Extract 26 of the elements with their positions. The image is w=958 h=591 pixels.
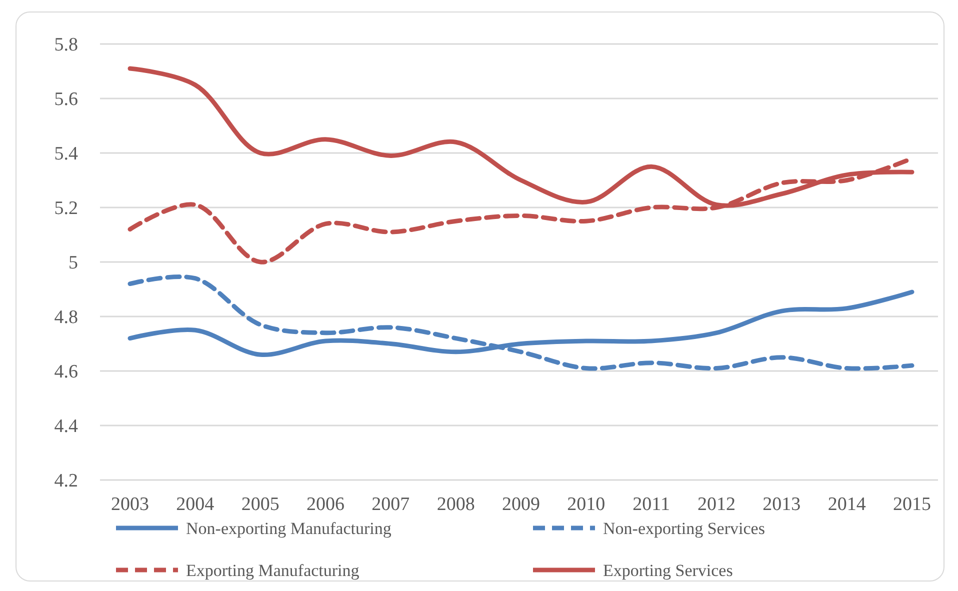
x-tick-label: 2014 bbox=[828, 494, 866, 515]
y-tick-label: 5.6 bbox=[54, 89, 78, 110]
legend-label: Non-exporting Manufacturing bbox=[186, 518, 392, 538]
x-tick-label: 2008 bbox=[436, 494, 475, 515]
legend-label: Non-exporting Services bbox=[603, 518, 765, 538]
x-tick-label: 2011 bbox=[632, 494, 670, 515]
x-tick-label: 2003 bbox=[111, 494, 149, 515]
x-tick-label: 2006 bbox=[306, 494, 344, 515]
x-tick-label: 2012 bbox=[698, 494, 736, 515]
y-tick-label: 5.2 bbox=[54, 198, 78, 220]
y-tick-label: 4.8 bbox=[54, 307, 78, 328]
x-tick-label: 2009 bbox=[502, 494, 540, 515]
legend-label: Exporting Manufacturing bbox=[186, 560, 360, 580]
x-tick-label: 2010 bbox=[567, 494, 606, 515]
x-tick-label: 2013 bbox=[762, 494, 801, 515]
x-tick-label: 2005 bbox=[241, 494, 280, 515]
x-tick-label: 2004 bbox=[176, 494, 215, 515]
y-tick-label: 5.8 bbox=[54, 34, 78, 56]
y-tick-label: 4.4 bbox=[54, 416, 78, 438]
y-tick-label: 4.2 bbox=[54, 470, 78, 492]
y-tick-label: 4.6 bbox=[54, 362, 78, 383]
x-tick-label: 2007 bbox=[372, 494, 410, 515]
y-tick-label: 5.4 bbox=[54, 144, 78, 165]
legend-label: Exporting Services bbox=[603, 560, 733, 580]
x-tick-label: 2015 bbox=[893, 494, 931, 515]
y-tick-label: 5 bbox=[68, 252, 78, 274]
